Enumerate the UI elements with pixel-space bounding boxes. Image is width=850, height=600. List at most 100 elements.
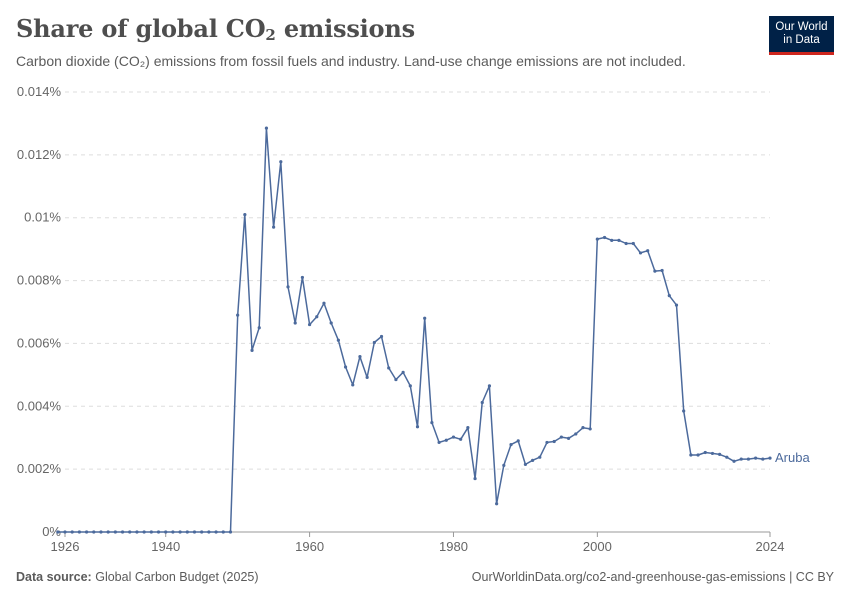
data-point[interactable]: [207, 530, 211, 534]
data-point[interactable]: [56, 530, 60, 534]
data-point[interactable]: [538, 455, 542, 459]
data-point[interactable]: [293, 321, 297, 325]
data-point[interactable]: [307, 322, 312, 327]
data-point[interactable]: [77, 530, 81, 534]
data-point[interactable]: [243, 212, 247, 217]
data-point[interactable]: [545, 440, 549, 445]
data-point[interactable]: [768, 456, 772, 460]
data-point[interactable]: [739, 457, 743, 461]
data-point[interactable]: [674, 303, 679, 307]
data-point[interactable]: [99, 530, 103, 534]
data-point[interactable]: [746, 457, 751, 461]
data-point[interactable]: [343, 365, 348, 369]
data-point[interactable]: [581, 426, 585, 430]
data-point[interactable]: [430, 421, 434, 425]
data-point[interactable]: [487, 384, 492, 388]
data-point[interactable]: [379, 334, 384, 339]
data-point[interactable]: [264, 126, 269, 130]
data-point[interactable]: [372, 340, 376, 345]
data-point[interactable]: [689, 453, 693, 457]
data-point[interactable]: [171, 530, 175, 534]
data-point[interactable]: [574, 432, 578, 436]
data-point[interactable]: [70, 530, 74, 534]
series-label[interactable]: Aruba: [775, 450, 810, 465]
owid-logo[interactable]: Our World in Data: [769, 16, 834, 55]
data-point[interactable]: [624, 241, 628, 246]
data-point[interactable]: [703, 450, 707, 455]
data-point[interactable]: [466, 426, 470, 430]
data-point[interactable]: [660, 268, 664, 273]
data-point[interactable]: [761, 457, 765, 461]
data-point[interactable]: [602, 235, 607, 240]
data-point[interactable]: [192, 530, 197, 534]
data-point[interactable]: [272, 225, 276, 229]
data-point[interactable]: [710, 451, 715, 456]
data-point[interactable]: [502, 463, 506, 467]
data-point[interactable]: [365, 375, 369, 379]
data-point[interactable]: [185, 530, 189, 534]
data-point[interactable]: [394, 377, 398, 382]
data-source-link[interactable]: Global Carbon Budget (2025): [95, 570, 259, 584]
data-point[interactable]: [250, 348, 254, 352]
data-point[interactable]: [63, 530, 67, 534]
data-point[interactable]: [336, 338, 340, 342]
data-point[interactable]: [149, 530, 153, 534]
data-point[interactable]: [120, 530, 125, 534]
data-point[interactable]: [106, 530, 110, 534]
data-point[interactable]: [178, 530, 182, 534]
data-point[interactable]: [329, 321, 333, 325]
data-point[interactable]: [566, 436, 571, 440]
data-point[interactable]: [559, 435, 563, 439]
data-point[interactable]: [631, 241, 635, 246]
data-point[interactable]: [200, 530, 204, 534]
data-point[interactable]: [754, 456, 758, 460]
data-point[interactable]: [696, 453, 700, 457]
data-point[interactable]: [142, 530, 146, 534]
data-point[interactable]: [415, 425, 420, 429]
data-point[interactable]: [646, 249, 650, 253]
series-line-aruba[interactable]: [57, 127, 771, 533]
data-point[interactable]: [718, 452, 722, 456]
data-point[interactable]: [437, 440, 441, 445]
data-point[interactable]: [444, 438, 448, 442]
data-point[interactable]: [257, 326, 261, 330]
source-url[interactable]: OurWorldinData.org/co2-and-greenhouse-ga…: [471, 570, 834, 584]
data-point[interactable]: [236, 313, 240, 317]
data-point[interactable]: [228, 530, 233, 534]
data-point[interactable]: [552, 439, 556, 444]
data-point[interactable]: [221, 530, 225, 534]
data-point[interactable]: [495, 502, 499, 506]
data-point[interactable]: [279, 160, 283, 164]
data-point[interactable]: [214, 530, 218, 534]
data-point[interactable]: [531, 458, 535, 462]
data-point[interactable]: [92, 530, 96, 534]
data-point[interactable]: [653, 269, 657, 273]
data-point[interactable]: [322, 301, 326, 305]
data-point[interactable]: [451, 435, 456, 439]
data-point[interactable]: [387, 366, 391, 370]
data-point[interactable]: [638, 251, 643, 255]
data-point[interactable]: [610, 238, 614, 242]
data-point[interactable]: [128, 530, 132, 534]
data-point[interactable]: [617, 238, 621, 242]
data-point[interactable]: [732, 459, 736, 463]
data-point[interactable]: [667, 294, 671, 298]
data-point[interactable]: [113, 530, 117, 534]
data-point[interactable]: [595, 237, 599, 241]
data-point[interactable]: [523, 462, 528, 467]
data-point[interactable]: [588, 427, 592, 431]
data-point[interactable]: [516, 439, 520, 443]
data-point[interactable]: [480, 400, 484, 405]
data-point[interactable]: [473, 476, 477, 481]
data-point[interactable]: [401, 370, 405, 374]
data-point[interactable]: [300, 275, 304, 280]
data-point[interactable]: [408, 384, 412, 388]
data-point[interactable]: [725, 455, 729, 459]
data-point[interactable]: [164, 530, 168, 534]
data-point[interactable]: [682, 409, 686, 413]
data-point[interactable]: [315, 315, 319, 319]
data-point[interactable]: [459, 437, 463, 441]
data-point[interactable]: [84, 530, 89, 534]
data-point[interactable]: [358, 355, 362, 359]
data-point[interactable]: [135, 530, 139, 534]
